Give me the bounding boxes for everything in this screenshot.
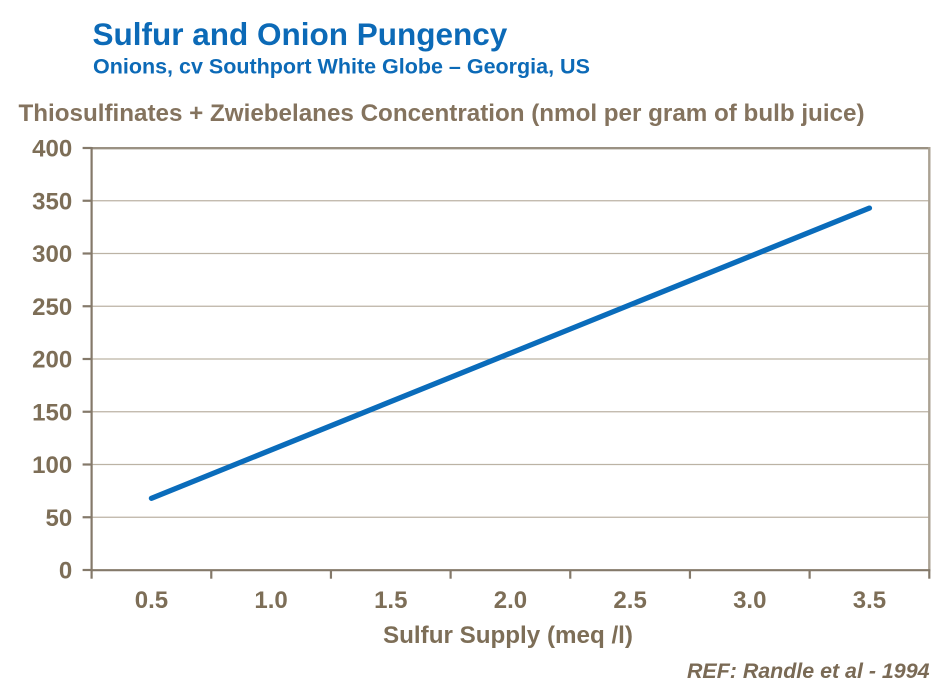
svg-text:350: 350 bbox=[32, 188, 72, 215]
svg-text:0.5: 0.5 bbox=[135, 587, 168, 614]
svg-text:250: 250 bbox=[32, 294, 72, 321]
svg-text:Sulfur and Onion Pungency: Sulfur and Onion Pungency bbox=[93, 16, 508, 52]
svg-text:50: 50 bbox=[45, 505, 72, 532]
svg-text:2.5: 2.5 bbox=[613, 587, 646, 614]
svg-text:Onions, cv Southport White Glo: Onions, cv Southport White Globe – Georg… bbox=[93, 55, 590, 79]
svg-text:200: 200 bbox=[32, 347, 72, 374]
svg-text:3.5: 3.5 bbox=[853, 587, 886, 614]
svg-text:300: 300 bbox=[32, 241, 72, 268]
svg-text:3.0: 3.0 bbox=[733, 587, 766, 614]
svg-text:Thiosulfinates + Zwiebelanes C: Thiosulfinates + Zwiebelanes Concentrati… bbox=[19, 100, 865, 127]
svg-text:1.0: 1.0 bbox=[254, 587, 287, 614]
svg-text:400: 400 bbox=[32, 136, 72, 163]
svg-text:REF: Randle et al - 1994: REF: Randle et al - 1994 bbox=[687, 659, 930, 683]
svg-text:100: 100 bbox=[32, 452, 72, 479]
svg-text:Sulfur Supply (meq /l): Sulfur Supply (meq /l) bbox=[383, 622, 633, 649]
svg-text:1.5: 1.5 bbox=[374, 587, 407, 614]
svg-text:150: 150 bbox=[32, 399, 72, 426]
svg-text:0: 0 bbox=[59, 558, 72, 585]
svg-text:2.0: 2.0 bbox=[494, 587, 527, 614]
